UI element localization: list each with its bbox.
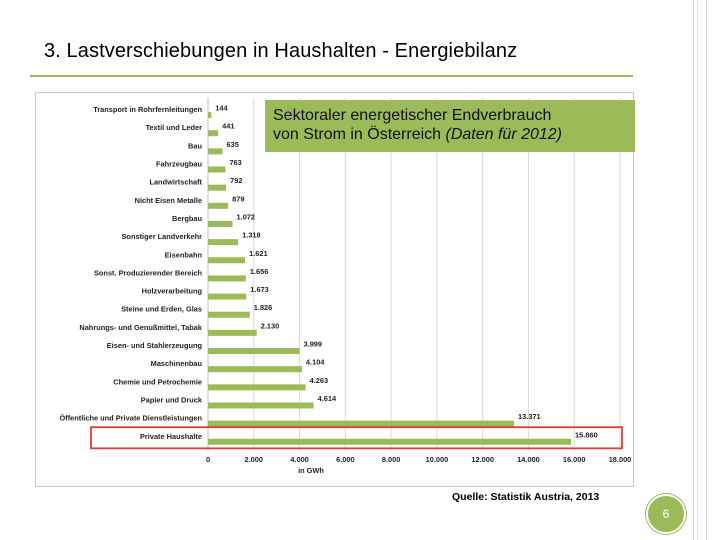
bar (208, 220, 233, 227)
category-label: Nahrungs- und Genußmittel, Tabak (79, 323, 203, 332)
bar (208, 202, 229, 209)
value-label: 1.673 (250, 285, 268, 294)
category-label: Landwirtschaft (149, 178, 202, 187)
category-label: Eisen- und Stahlerzeugung (107, 341, 203, 350)
title-rule (30, 75, 633, 77)
bar (208, 166, 226, 173)
value-label: 1.072 (237, 212, 256, 221)
value-label: 635 (227, 140, 239, 149)
bar (208, 438, 572, 445)
category-label: Holzverarbeitung (142, 287, 203, 296)
value-label: 1.826 (254, 303, 273, 312)
value-label: 3.999 (304, 340, 323, 349)
value-label: 1.656 (250, 267, 268, 276)
bar (208, 239, 239, 246)
value-label: 1.621 (249, 249, 268, 258)
highlight-frame (90, 426, 623, 450)
value-label: 763 (229, 158, 241, 167)
category-label: Sonst. Produzierender Bereich (94, 268, 202, 277)
value-label: 792 (230, 176, 242, 185)
category-label: Eisenbahn (165, 250, 203, 259)
category-label: Papier und Druck (141, 395, 203, 404)
value-label: 879 (232, 194, 244, 203)
bar (208, 112, 212, 119)
bar (208, 148, 223, 155)
x-axis-label: in GWh (298, 466, 324, 475)
x-tick-label: 18.000 (609, 455, 632, 464)
value-label: 13.371 (518, 412, 541, 421)
value-label: 2.130 (261, 321, 280, 330)
category-label: Transport in Rohrfernleitungen (93, 105, 202, 114)
bar (208, 311, 250, 318)
bar (208, 402, 314, 409)
bar (208, 130, 219, 137)
bar (208, 275, 246, 282)
subtitle-line-1: Sektoraler energetischer Endverbrauch (273, 107, 552, 124)
x-tick-label: 4.000 (290, 455, 309, 464)
bar (208, 329, 257, 336)
bar (208, 366, 302, 373)
category-label: Private Haushalte (140, 432, 202, 441)
bar-chart: Transport in Rohrfernleitungen 144 Textil … (60, 98, 632, 475)
value-label: 441 (222, 122, 234, 131)
value-label: 4.104 (306, 358, 325, 367)
bar (208, 420, 515, 427)
bar (208, 257, 246, 264)
bar (208, 384, 306, 391)
category-label: Textil und Leder (145, 123, 202, 132)
value-label: 15.860 (575, 430, 598, 439)
value-label: 4.614 (318, 394, 337, 403)
x-tick-label: 2.000 (245, 455, 264, 464)
category-label: Steine und Erden, Glas (121, 305, 202, 314)
bar (208, 348, 300, 355)
page-number-badge: 6 (646, 494, 686, 534)
chart-container: Transport in Rohrfernleitungen 144 Textil … (35, 92, 634, 487)
category-label: Öffentliche und Private Dienstleistungen (60, 414, 203, 423)
slide-title: 3. Lastverschiebungen in Haushalten - En… (44, 40, 518, 62)
category-label: Nicht Eisen Metalle (135, 196, 202, 205)
x-tick-label: 12.000 (471, 455, 494, 464)
subtitle-line-2: von Strom in Österreich (Daten für 2012) (273, 125, 627, 144)
x-tick-label: 10.000 (426, 455, 449, 464)
category-label: Bergbau (172, 214, 202, 223)
bar (208, 293, 247, 300)
category-label: Chemie und Petrochemie (113, 377, 202, 386)
bar (208, 184, 227, 191)
category-label: Sonstiger Landverkehr (122, 232, 203, 241)
source-note: Quelle: Statistik Austria, 2013 (452, 491, 600, 503)
subtitle-line-2-text: von Strom in Österreich (273, 126, 446, 143)
slide-frame-inner (697, 0, 702, 540)
x-tick-label: 8.000 (382, 455, 401, 464)
value-label: 1.318 (242, 231, 260, 240)
chart-subtitle-box: Sektoraler energetischer Endverbrauch vo… (265, 100, 635, 152)
category-label: Fahrzeugbau (156, 160, 202, 169)
value-label: 4.263 (310, 376, 329, 385)
x-tick-label: 16.000 (563, 455, 586, 464)
category-label: Bau (188, 141, 202, 150)
value-label: 144 (215, 104, 228, 113)
category-label: Maschinenbau (151, 359, 203, 368)
x-tick-label: 0 (206, 455, 210, 464)
x-tick-label: 6.000 (336, 455, 355, 464)
slide-frame-right (693, 0, 707, 540)
x-tick-label: 14.000 (517, 455, 540, 464)
subtitle-line-2-year: (Daten für 2012) (445, 126, 563, 143)
